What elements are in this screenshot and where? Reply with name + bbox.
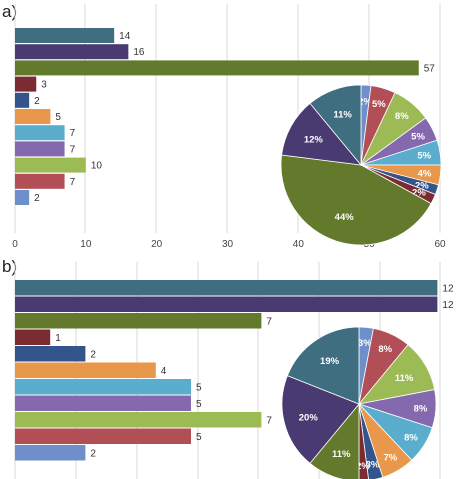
bar xyxy=(15,76,37,92)
bar-value-label: 2 xyxy=(34,193,40,204)
pie-slice-label: 5% xyxy=(372,99,386,110)
pie-slice-label: 11% xyxy=(395,373,414,384)
pie-slice-label: 2% xyxy=(412,188,426,199)
bar-value-label: 7 xyxy=(70,144,76,155)
bar xyxy=(15,362,156,378)
bar xyxy=(15,379,191,395)
x-tick-label: 10 xyxy=(80,239,92,250)
bar xyxy=(15,44,129,60)
bar xyxy=(15,412,262,428)
bar-value-label: 2 xyxy=(90,448,96,459)
bar xyxy=(15,109,51,124)
bar xyxy=(15,141,65,157)
bar xyxy=(15,395,191,411)
pie-slice xyxy=(309,84,362,167)
bar-value-label: 2 xyxy=(34,96,40,107)
pie-slice-label: 7% xyxy=(383,453,397,464)
pie-slice-label: 5% xyxy=(417,150,431,161)
bar xyxy=(15,296,438,312)
pie-slice-label: 12% xyxy=(304,134,324,145)
bar xyxy=(15,173,65,189)
pie-slice-label: 8% xyxy=(395,111,409,122)
bar-value-label: 12 xyxy=(442,283,454,294)
bar-value-label: 2 xyxy=(90,349,96,360)
pie-slice-label: 8% xyxy=(378,344,392,355)
pie-slice-label: 2% xyxy=(415,180,429,191)
bar xyxy=(15,60,419,76)
bar-value-label: 16 xyxy=(133,47,145,58)
bar xyxy=(15,280,438,296)
bar-value-label: 5 xyxy=(196,399,202,410)
bar xyxy=(15,28,115,43)
panel-a-chart: 14165732577107201020304050602%5%8%5%5%4%… xyxy=(12,4,446,250)
pie-slice-label: 3% xyxy=(358,338,372,349)
bar xyxy=(15,313,262,329)
bar-value-label: 12 xyxy=(442,300,454,311)
bar-value-label: 10 xyxy=(91,161,103,172)
x-tick-label: 60 xyxy=(434,239,446,250)
pie-slice-label: 11% xyxy=(332,449,351,460)
panel-a-label: a) xyxy=(2,2,17,21)
pie-slice-label: 11% xyxy=(333,109,352,120)
bar xyxy=(15,125,65,141)
bar-value-label: 7 xyxy=(70,128,76,139)
bar-value-label: 7 xyxy=(70,177,76,188)
x-tick-label: 40 xyxy=(293,239,305,250)
pie-slice xyxy=(358,403,384,479)
pie-slice-label: 8% xyxy=(414,403,428,414)
pie-slice-label: 20% xyxy=(299,413,319,424)
bar xyxy=(15,92,30,108)
x-tick-label: 30 xyxy=(222,239,234,250)
pie-slice-label: 2% xyxy=(356,461,370,472)
pie-slice-label: 3% xyxy=(366,460,380,471)
bar-value-label: 7 xyxy=(266,415,272,426)
pie-slice-label: 5% xyxy=(411,131,425,142)
bar xyxy=(15,329,51,345)
bar-value-label: 7 xyxy=(266,316,272,327)
bar-value-label: 1 xyxy=(55,333,61,344)
bar-value-label: 5 xyxy=(196,382,202,393)
x-tick-label: 0 xyxy=(12,239,18,250)
bar-value-label: 5 xyxy=(196,432,202,443)
bar xyxy=(15,190,30,205)
x-tick-label: 20 xyxy=(151,239,163,250)
pie-slice-label: 44% xyxy=(335,212,355,223)
pie-slice xyxy=(281,375,360,464)
bar-value-label: 3 xyxy=(41,80,47,91)
pie-slice xyxy=(281,102,362,166)
pie-slice-label: 19% xyxy=(320,356,340,367)
panel-b-label: b) xyxy=(2,257,17,276)
bar xyxy=(15,445,86,461)
pie-slice-label: 2% xyxy=(358,97,372,108)
pie-slice xyxy=(286,326,360,405)
pie-slice xyxy=(358,403,369,479)
bar-value-label: 14 xyxy=(119,31,131,42)
pie-slice-label: 8% xyxy=(404,433,418,444)
bar xyxy=(15,157,86,173)
bar-value-label: 57 xyxy=(424,63,436,74)
pie-slice xyxy=(280,154,432,246)
bar-value-label: 4 xyxy=(161,366,167,377)
bar xyxy=(15,428,191,444)
inset-pie: 2% 5%8%5%5%4%2%2%44%12%11% xyxy=(280,84,442,246)
bar-value-label: 5 xyxy=(55,112,61,123)
inset-pie: 3%8%11%8%8%7%3%2%11%20%19% xyxy=(281,326,437,479)
bar xyxy=(15,346,86,362)
pie-slice-label: 4% xyxy=(418,169,432,180)
